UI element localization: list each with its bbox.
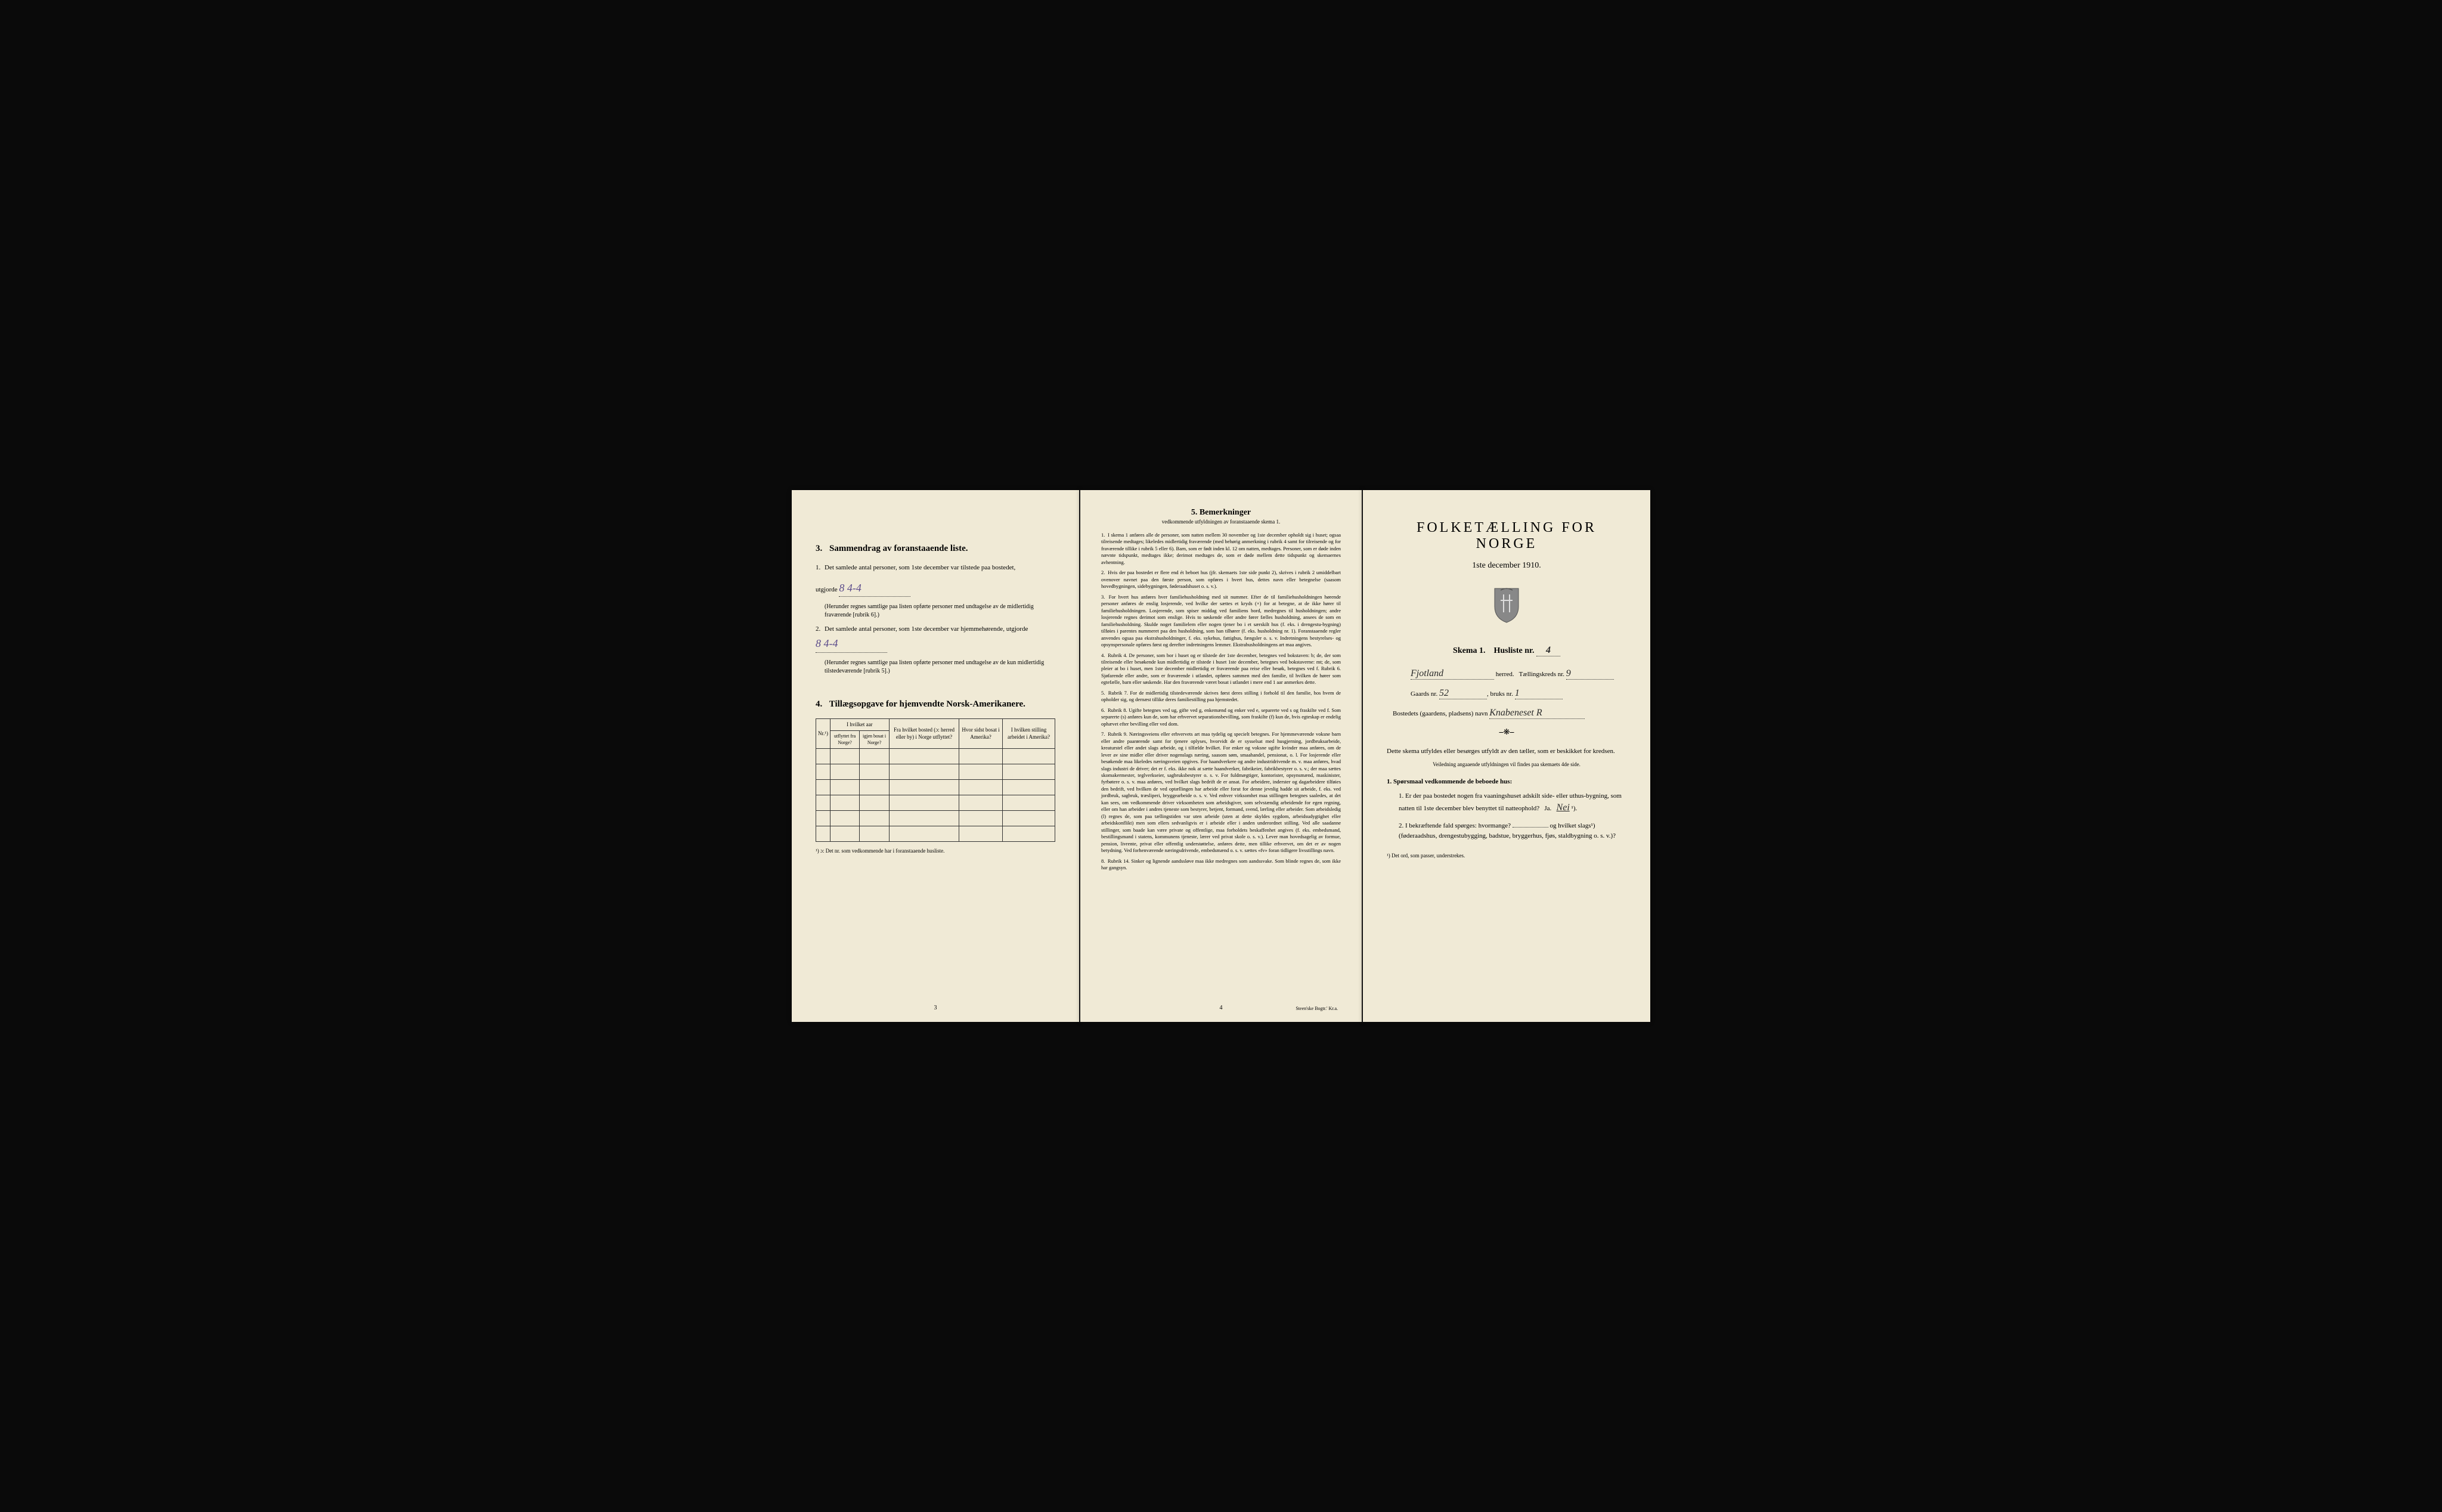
page-1-cover: FOLKETÆLLING FOR NORGE 1ste december 191… bbox=[1363, 490, 1650, 1022]
item-2-text: Det samlede antal personer, som 1ste dec… bbox=[825, 625, 1028, 633]
rubrik-item: 1. I skema 1 anføres alle de personer, s… bbox=[1101, 532, 1341, 566]
instructions-small: Veiledning angaaende utfyldningen vil fi… bbox=[1387, 761, 1626, 767]
herred-line: Fjotland herred. Tællingskreds nr. 9 bbox=[1387, 668, 1626, 680]
page-number-3: 3 bbox=[934, 1005, 937, 1011]
instructions-text: Dette skema utfyldes eller besørges utfy… bbox=[1387, 746, 1626, 757]
col-bosted: Fra hvilket bosted (ɔ: herred eller by) … bbox=[889, 718, 959, 748]
col-stilling: I hvilken stilling arbeidet i Amerika? bbox=[1002, 718, 1055, 748]
rubriks-list: 1. I skema 1 anføres alle de personer, s… bbox=[1101, 532, 1341, 872]
section-4-num: 4. bbox=[816, 699, 822, 709]
rubrik-item: 5. Rubrik 7. For de midlertidig tilstede… bbox=[1101, 690, 1341, 704]
col-igjen: igjen bosat i Norge? bbox=[860, 731, 890, 749]
q-header-num: 1. bbox=[1387, 778, 1392, 785]
table-row bbox=[816, 780, 1055, 795]
col-nr: Nr.¹) bbox=[816, 718, 830, 748]
q-header-text: Spørsmaal vedkommende de beboede hus: bbox=[1393, 778, 1512, 785]
item-2-dotted: 8 4-4 bbox=[816, 635, 887, 653]
item-2-note: (Herunder regnes samtlige paa listen opf… bbox=[825, 659, 1055, 676]
section-3-title: 3. Sammendrag av foranstaaende liste. bbox=[816, 544, 1055, 554]
q1-nei: Nei bbox=[1557, 803, 1570, 813]
q2-num: 2. bbox=[1399, 822, 1403, 829]
section-5-subtitle: vedkommende utfyldningen av foranstaaend… bbox=[1101, 519, 1341, 525]
census-date: 1ste december 1910. bbox=[1387, 561, 1626, 571]
q1-text: Er der paa bostedet nogen fra vaaningshu… bbox=[1399, 792, 1622, 813]
ornament-icon: ⎯❋⎯ bbox=[1387, 728, 1626, 738]
item-1-dotted: 8 4-4 bbox=[839, 580, 910, 597]
rubrik-item: 4. Rubrik 4. De personer, som bor i huse… bbox=[1101, 652, 1341, 686]
table-row bbox=[816, 811, 1055, 826]
section-3-title-text: Sammendrag av foranstaaende liste. bbox=[829, 544, 968, 553]
item-1-note: (Herunder regnes samtlige paa listen opf… bbox=[825, 603, 1055, 619]
rubrik-item: 2. Hvis der paa bostedet er flere end ét… bbox=[1101, 569, 1341, 590]
bosted-hw: Knabeneset R bbox=[1489, 708, 1542, 718]
q1-sup: ¹). bbox=[1572, 805, 1578, 812]
coat-of-arms-icon bbox=[1387, 585, 1626, 627]
kreds-label: Tællingskreds nr. bbox=[1519, 671, 1564, 678]
item-1-label: utgjorde bbox=[816, 586, 838, 593]
amerika-table: Nr.¹) I hvilket aar Fra hvilket bosted (… bbox=[816, 718, 1055, 842]
bruks-hw: 1 bbox=[1515, 688, 1520, 698]
q1-ja: Ja. bbox=[1544, 805, 1551, 812]
item-1: 1. Det samlede antal personer, som 1ste … bbox=[816, 563, 1055, 574]
main-title: FOLKETÆLLING FOR NORGE bbox=[1387, 520, 1626, 552]
q2-blank bbox=[1513, 827, 1548, 828]
table-row bbox=[816, 749, 1055, 764]
section-4-title: 4. Tillægsopgave for hjemvendte Norsk-Am… bbox=[816, 699, 1055, 709]
q2: 2. I bekræftende fald spørges: hvormange… bbox=[1399, 821, 1626, 841]
section-4-title-text: Tillægsopgave for hjemvendte Norsk-Ameri… bbox=[829, 699, 1025, 709]
husliste-label: Husliste nr. bbox=[1494, 646, 1535, 655]
herred-label: herred. bbox=[1496, 671, 1514, 678]
item-1-text: Det samlede antal personer, som 1ste dec… bbox=[825, 564, 1015, 571]
rubrik-item: 3. For hvert hus anføres hver familiehus… bbox=[1101, 594, 1341, 649]
col-year-group: I hvilket aar bbox=[830, 718, 889, 731]
bruks-label: bruks nr. bbox=[1490, 690, 1513, 698]
section-5-title-text: Bemerkninger bbox=[1200, 508, 1251, 517]
q-header: 1. Spørsmaal vedkommende de beboede hus: bbox=[1387, 778, 1626, 785]
col-utflyttet: utflyttet fra Norge? bbox=[830, 731, 859, 749]
item-1-value-line: utgjorde 8 4-4 bbox=[816, 580, 1055, 597]
census-document: 3. Sammendrag av foranstaaende liste. 1.… bbox=[792, 490, 1650, 1022]
col-sidst: Hvor sidst bosat i Amerika? bbox=[959, 718, 1003, 748]
rubrik-item: 8. Rubrik 14. Sinker og lignende aandssl… bbox=[1101, 858, 1341, 872]
item-1-handwriting: 8 4-4 bbox=[839, 582, 861, 594]
q1-num: 1. bbox=[1399, 792, 1403, 800]
skema-line: Skema 1. Husliste nr. 4 bbox=[1387, 645, 1626, 656]
herred-hw: Fjotland bbox=[1411, 668, 1443, 678]
bosted-line: Bostedets (gaardens, pladsens) navn Knab… bbox=[1387, 708, 1626, 719]
item-2-handwriting: 8 4-4 bbox=[816, 637, 838, 649]
item-2: 2. Det samlede antal personer, som 1ste … bbox=[816, 624, 1055, 652]
gaards-label: Gaards nr. bbox=[1411, 690, 1437, 698]
printer-mark: Steen'ske Bogtr.' Kr.a. bbox=[1296, 1006, 1338, 1011]
bosted-label: Bostedets (gaardens, pladsens) navn bbox=[1393, 710, 1487, 717]
page-3: 3. Sammendrag av foranstaaende liste. 1.… bbox=[792, 490, 1079, 1022]
gaards-hw: 52 bbox=[1439, 688, 1449, 698]
q2-text: I bekræftende fald spørges: hvormange? bbox=[1405, 822, 1511, 829]
item-1-num: 1. bbox=[816, 564, 820, 571]
page-4: 5. Bemerkninger vedkommende utfyldningen… bbox=[1080, 490, 1362, 1022]
husliste-hw: 4 bbox=[1546, 645, 1551, 655]
table-row bbox=[816, 795, 1055, 811]
section-5-num: 5. bbox=[1191, 508, 1198, 517]
section-3-num: 3. bbox=[816, 544, 822, 553]
skema-label: Skema 1. bbox=[1453, 646, 1485, 655]
section-5-title: 5. Bemerkninger bbox=[1101, 508, 1341, 518]
q1: 1. Er der paa bostedet nogen fra vaaning… bbox=[1399, 791, 1626, 816]
item-2-num: 2. bbox=[816, 625, 820, 633]
rubrik-item: 7. Rubrik 9. Næringsveiens eller erhverv… bbox=[1101, 731, 1341, 854]
rubrik-item: 6. Rubrik 8. Ugifte betegnes ved ug, gif… bbox=[1101, 707, 1341, 727]
table-row bbox=[816, 764, 1055, 780]
gaards-line: Gaards nr. 52, bruks nr. 1 bbox=[1387, 688, 1626, 699]
kreds-hw: 9 bbox=[1566, 668, 1571, 678]
table-row bbox=[816, 826, 1055, 842]
page-number-4: 4 bbox=[1220, 1005, 1223, 1011]
footnote: ¹) Det ord, som passer, understrekes. bbox=[1387, 853, 1626, 859]
table-footnote: ¹) ɔ: Det nr. som vedkommende har i fora… bbox=[816, 848, 1055, 854]
